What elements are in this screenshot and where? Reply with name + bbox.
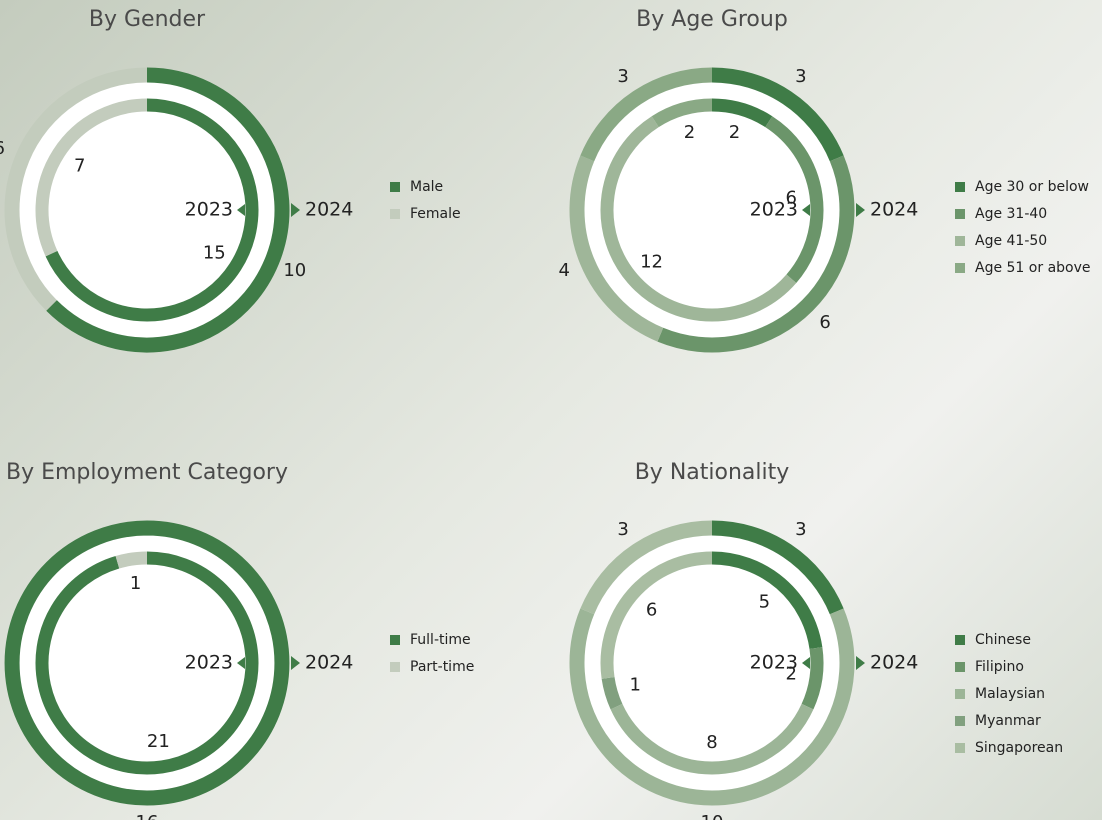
value-label: 12: [640, 251, 663, 272]
legend-label: Full-time: [410, 632, 471, 648]
value-label: 2: [729, 122, 740, 143]
value-label: 15: [203, 242, 226, 263]
donut-segment: [117, 558, 147, 562]
value-label: 8: [706, 732, 717, 753]
legend-label: Age 31-40: [975, 206, 1047, 222]
value-label: 10: [701, 812, 724, 820]
donut-hole: [584, 82, 840, 338]
value-label: 7: [74, 156, 85, 177]
legend-swatch: [955, 743, 965, 753]
series-label: 2024: [305, 652, 353, 674]
series-label: 2023: [185, 199, 233, 221]
value-label: 10: [283, 260, 306, 281]
legend-swatch: [390, 635, 400, 645]
legend-label: Chinese: [975, 632, 1031, 648]
value-label: 6: [646, 600, 657, 621]
value-label: 3: [795, 519, 806, 540]
chart-title: By Employment Category: [6, 460, 288, 485]
legend-label: Singaporean: [975, 740, 1063, 756]
legend-label: Myanmar: [975, 713, 1041, 729]
legend-swatch: [955, 716, 965, 726]
series-label: 2023: [750, 652, 798, 674]
value-label: 3: [617, 66, 628, 87]
legend-swatch: [390, 182, 400, 192]
chart-title: By Gender: [89, 7, 206, 32]
chart-title: By Age Group: [636, 7, 788, 32]
value-label: 1: [630, 675, 641, 696]
series-label: 2024: [870, 652, 918, 674]
value-label: 3: [617, 519, 628, 540]
page: By Gender15710620232024MaleFemaleBy Age …: [0, 0, 1102, 820]
value-label: 4: [558, 260, 569, 281]
legend-swatch: [955, 662, 965, 672]
marker-arrow: [291, 203, 300, 217]
legend-label: Age 41-50: [975, 233, 1047, 249]
series-label: 2023: [185, 652, 233, 674]
chart-title: By Nationality: [635, 460, 790, 485]
legend-swatch: [390, 209, 400, 219]
value-label: 1: [130, 573, 141, 594]
value-label: 5: [759, 592, 770, 613]
donut-segment: [608, 678, 616, 707]
value-label: 3: [795, 66, 806, 87]
value-label: 21: [147, 731, 170, 752]
value-label: 16: [136, 812, 159, 820]
legend-swatch: [955, 635, 965, 645]
marker-arrow: [856, 656, 865, 670]
legend-label: Age 30 or below: [975, 179, 1089, 195]
series-label: 2024: [305, 199, 353, 221]
legend-swatch: [390, 662, 400, 672]
legend-swatch: [955, 689, 965, 699]
series-label: 2024: [870, 199, 918, 221]
infographic: By Gender15710620232024MaleFemaleBy Age …: [0, 0, 1102, 820]
legend-label: Filipino: [975, 659, 1024, 675]
value-label: 2: [684, 122, 695, 143]
donut-hole: [19, 82, 275, 338]
marker-arrow: [291, 656, 300, 670]
donut-hole: [19, 535, 275, 791]
series-label: 2023: [750, 199, 798, 221]
legend-label: Female: [410, 206, 461, 222]
legend-swatch: [955, 236, 965, 246]
legend-label: Part-time: [410, 659, 474, 675]
value-label: 6: [0, 138, 5, 159]
legend-label: Male: [410, 179, 443, 195]
legend-swatch: [955, 209, 965, 219]
legend-label: Malaysian: [975, 686, 1045, 702]
legend-swatch: [955, 182, 965, 192]
legend-label: Age 51 or above: [975, 260, 1091, 276]
value-label: 6: [819, 312, 830, 333]
marker-arrow: [856, 203, 865, 217]
legend-swatch: [955, 263, 965, 273]
